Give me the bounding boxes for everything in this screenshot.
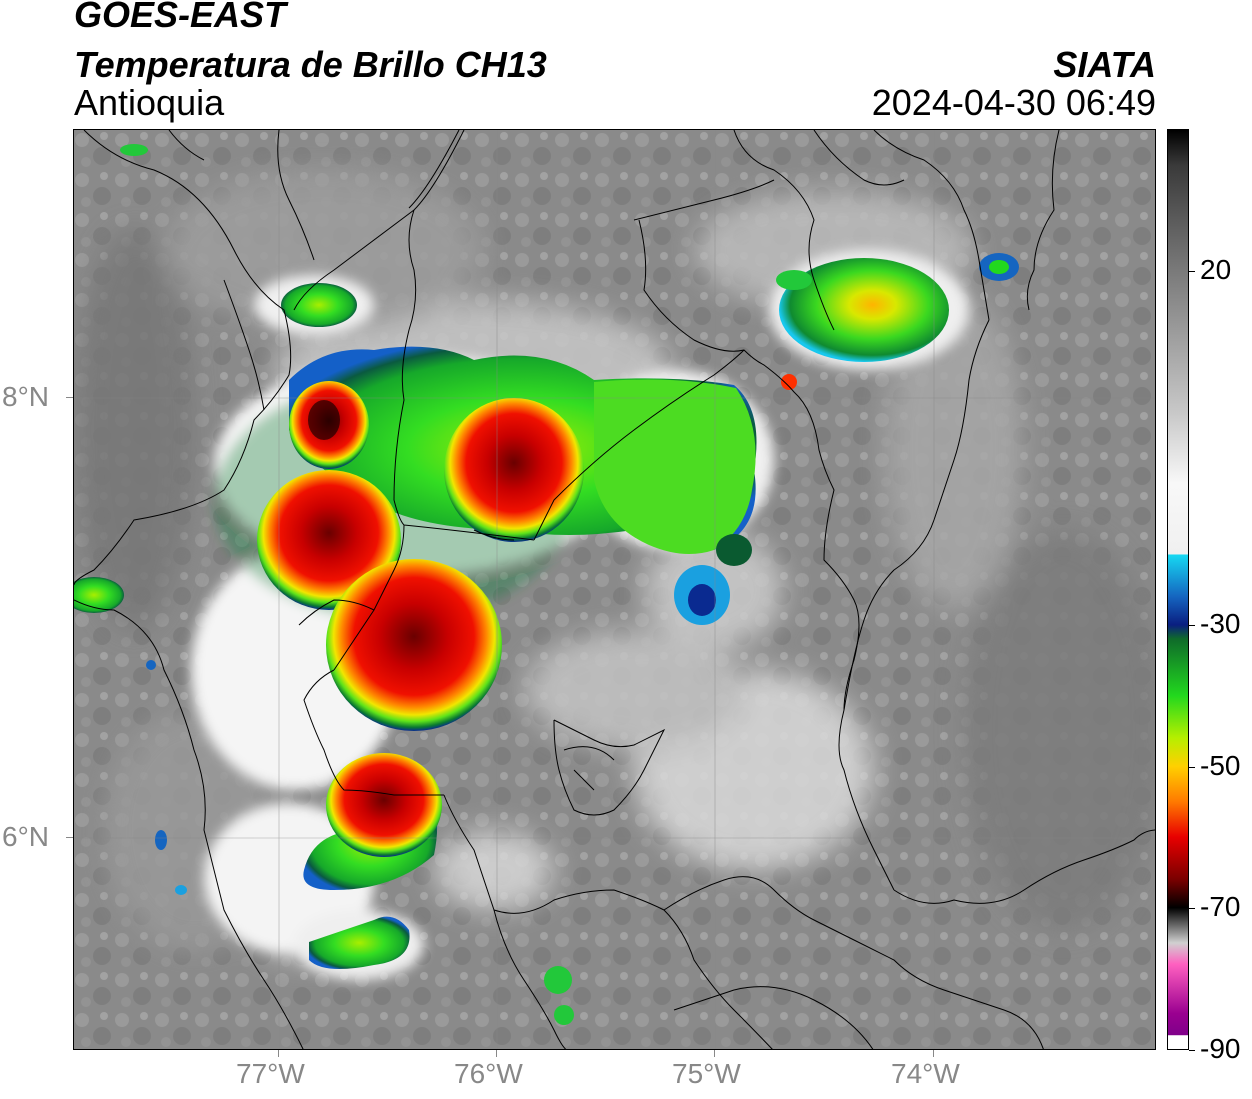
x-label-76w: 76°W bbox=[454, 1058, 523, 1089]
boundaries bbox=[74, 130, 1155, 1049]
x-tick-76w bbox=[496, 1050, 497, 1057]
colorbar-tick bbox=[1189, 271, 1195, 272]
colorbar-tick bbox=[1189, 908, 1195, 909]
brightness-temperature-image bbox=[74, 130, 1155, 1049]
satellite-map bbox=[73, 129, 1156, 1050]
colorbar bbox=[1167, 129, 1189, 1050]
satellite-title: GOES-EAST bbox=[74, 0, 287, 35]
colorbar-tick bbox=[1189, 767, 1195, 768]
x-label-77w: 77°W bbox=[236, 1058, 305, 1089]
x-tick-74w bbox=[933, 1050, 934, 1057]
x-tick-77w bbox=[278, 1050, 279, 1057]
colorbar-tick-label: -30 bbox=[1200, 608, 1241, 639]
y-tick-8n bbox=[66, 397, 73, 398]
colorbar-tick-label: 20 bbox=[1200, 254, 1232, 285]
organization-label: SIATA bbox=[1053, 44, 1156, 85]
colorbar-tick bbox=[1189, 1050, 1195, 1051]
x-label-74w: 74°W bbox=[891, 1058, 960, 1089]
graticule bbox=[74, 130, 1155, 1049]
product-title: Temperatura de Brillo CH13 bbox=[74, 44, 547, 85]
x-tick-75w bbox=[714, 1050, 715, 1057]
colorbar-tick bbox=[1189, 625, 1195, 626]
y-label-8n: 8°N bbox=[2, 381, 49, 412]
colorbar-tick-label: -90 bbox=[1200, 1033, 1241, 1064]
datetime-label: 2024-04-30 06:49 bbox=[871, 82, 1156, 123]
colorbar-tick-label: -70 bbox=[1200, 891, 1241, 922]
y-tick-6n bbox=[66, 837, 73, 838]
colorbar-tick-label: -50 bbox=[1200, 750, 1241, 781]
region-label: Antioquia bbox=[74, 82, 225, 123]
x-label-75w: 75°W bbox=[672, 1058, 741, 1089]
y-label-6n: 6°N bbox=[2, 821, 49, 852]
